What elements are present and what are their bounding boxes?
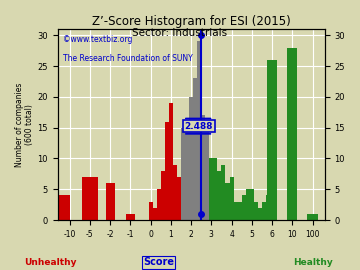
Text: Healthy: Healthy (293, 258, 333, 267)
Bar (201, 115, 205, 220)
Bar (169, 103, 173, 220)
Bar (185, 128, 189, 220)
Bar (267, 60, 277, 220)
Bar (126, 214, 135, 220)
Title: Z’-Score Histogram for ESI (2015): Z’-Score Histogram for ESI (2015) (92, 15, 291, 28)
Bar (250, 189, 254, 220)
Text: ©www.textbiz.org: ©www.textbiz.org (63, 35, 132, 44)
Bar (221, 165, 225, 220)
Bar (262, 202, 266, 220)
Bar (217, 171, 221, 220)
Bar (238, 202, 242, 220)
Bar (193, 78, 197, 220)
Bar (177, 177, 181, 220)
Text: The Research Foundation of SUNY: The Research Foundation of SUNY (63, 54, 193, 63)
Bar (205, 122, 209, 220)
Bar (254, 202, 258, 220)
Text: Unhealthy: Unhealthy (24, 258, 77, 267)
Bar (189, 97, 193, 220)
Bar (153, 208, 157, 220)
Bar (82, 177, 98, 220)
Bar (165, 122, 169, 220)
Bar (197, 42, 201, 220)
Bar (181, 128, 185, 220)
Text: Sector: Industrials: Sector: Industrials (132, 28, 228, 38)
Bar (266, 195, 270, 220)
Text: Score: Score (143, 257, 174, 267)
Text: 2.488: 2.488 (185, 122, 213, 131)
Bar (246, 189, 250, 220)
Bar (157, 189, 161, 220)
Bar (225, 183, 230, 220)
Bar (161, 171, 165, 220)
Bar (258, 208, 262, 220)
Bar (242, 195, 246, 220)
Bar (213, 158, 217, 220)
Bar (54, 195, 70, 220)
Bar (307, 214, 318, 220)
Bar (173, 165, 177, 220)
Bar (149, 202, 153, 220)
Bar (234, 202, 238, 220)
Bar (209, 158, 213, 220)
Bar (230, 177, 234, 220)
Bar (287, 48, 297, 220)
Bar (105, 183, 115, 220)
Y-axis label: Number of companies
(600 total): Number of companies (600 total) (15, 82, 35, 167)
